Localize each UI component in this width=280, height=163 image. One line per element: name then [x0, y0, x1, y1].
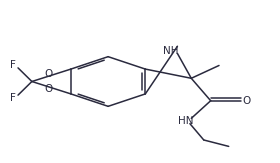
Text: O: O — [45, 69, 53, 79]
Text: O: O — [242, 96, 251, 106]
Text: O: O — [45, 84, 53, 94]
Text: NH: NH — [163, 46, 178, 56]
Text: F: F — [10, 60, 15, 70]
Text: HN: HN — [178, 116, 193, 126]
Text: F: F — [10, 93, 15, 103]
